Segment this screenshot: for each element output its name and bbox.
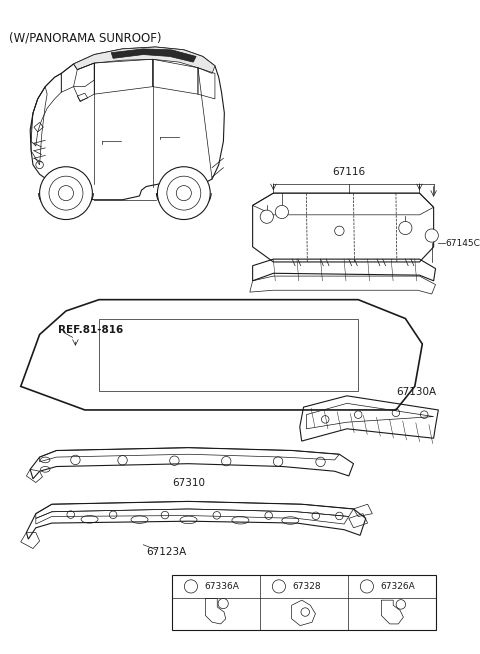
Text: 67310: 67310 bbox=[172, 477, 205, 487]
Circle shape bbox=[425, 229, 438, 242]
Text: b: b bbox=[279, 207, 284, 216]
Polygon shape bbox=[73, 47, 215, 73]
Text: c: c bbox=[403, 224, 408, 233]
Text: 67123A: 67123A bbox=[146, 547, 186, 557]
Circle shape bbox=[272, 580, 286, 593]
Polygon shape bbox=[171, 575, 435, 630]
Circle shape bbox=[184, 580, 198, 593]
Circle shape bbox=[260, 210, 274, 223]
Circle shape bbox=[157, 167, 210, 220]
Text: 67336A: 67336A bbox=[204, 582, 239, 591]
Text: REF.81-816: REF.81-816 bbox=[59, 325, 124, 335]
Text: (W/PANORAMA SUNROOF): (W/PANORAMA SUNROOF) bbox=[10, 32, 162, 45]
Circle shape bbox=[399, 222, 412, 235]
Text: b: b bbox=[429, 231, 434, 240]
Text: a: a bbox=[188, 582, 193, 591]
Text: 67145C: 67145C bbox=[445, 239, 480, 248]
Circle shape bbox=[275, 205, 288, 218]
Text: 67116: 67116 bbox=[332, 167, 365, 177]
Circle shape bbox=[39, 167, 92, 220]
Text: a: a bbox=[264, 212, 269, 221]
Text: 67130A: 67130A bbox=[396, 387, 436, 397]
Text: 67326A: 67326A bbox=[380, 582, 415, 591]
Text: c: c bbox=[365, 582, 369, 591]
Text: 67328: 67328 bbox=[292, 582, 321, 591]
Polygon shape bbox=[111, 49, 196, 62]
Text: b: b bbox=[276, 582, 282, 591]
Circle shape bbox=[360, 580, 373, 593]
